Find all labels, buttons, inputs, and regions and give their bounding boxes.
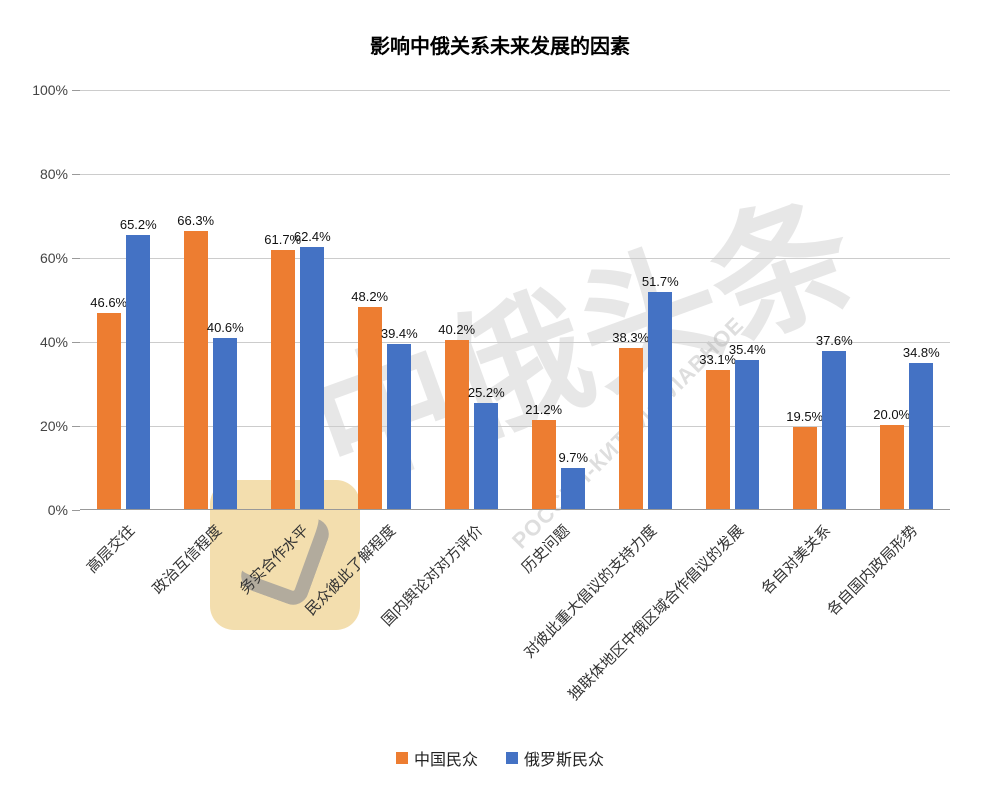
bar-group: 33.1%35.4%: [689, 90, 776, 509]
legend-label: 俄罗斯民众: [524, 746, 604, 770]
bar-group: 38.3%51.7%: [602, 90, 689, 509]
bar: 19.5%: [793, 427, 817, 509]
bar-group: 21.2%9.7%: [515, 90, 602, 509]
bar-value-label: 25.2%: [468, 385, 505, 403]
bar-value-label: 19.5%: [786, 409, 823, 427]
chart-title: 影响中俄关系未来发展的因素: [0, 30, 1000, 59]
bar-value-label: 35.4%: [729, 342, 766, 360]
bar-value-label: 51.7%: [642, 274, 679, 292]
bar: 34.8%: [909, 363, 933, 509]
legend-item: 中国民众: [396, 746, 478, 770]
bar-group: 48.2%39.4%: [341, 90, 428, 509]
bar-group: 20.0%34.8%: [863, 90, 950, 509]
legend-swatch: [506, 752, 518, 764]
x-category-label: 务实合作水平: [234, 520, 312, 598]
bar: 46.6%: [97, 313, 121, 509]
bar: 20.0%: [880, 425, 904, 509]
bar: 35.4%: [735, 360, 759, 509]
y-tick-label: 20%: [40, 418, 80, 434]
plot-area: 0%20%40%60%80%100%46.6%65.2%66.3%40.6%61…: [80, 90, 950, 510]
y-tick-label: 80%: [40, 166, 80, 182]
bar-group: 40.2%25.2%: [428, 90, 515, 509]
y-tick-label: 60%: [40, 250, 80, 266]
bar: 37.6%: [822, 351, 846, 509]
x-category-label: 政治互信程度: [147, 520, 225, 598]
bar: 21.2%: [532, 420, 556, 509]
bar-value-label: 20.0%: [873, 407, 910, 425]
bar: 66.3%: [184, 231, 208, 509]
bar-value-label: 40.2%: [438, 322, 475, 340]
chart-container: 中俄头条 РОССИЯ-КИТАЙ: ГЛАВНОЕ 影响中俄关系未来发展的因素…: [0, 0, 1000, 800]
bar: 48.2%: [358, 307, 382, 509]
bar-value-label: 38.3%: [612, 330, 649, 348]
legend-item: 俄罗斯民众: [506, 746, 604, 770]
legend: 中国民众 俄罗斯民众: [0, 746, 1000, 770]
bar: 65.2%: [126, 235, 150, 509]
bar: 40.6%: [213, 338, 237, 509]
bar: 33.1%: [706, 370, 730, 509]
bar-value-label: 21.2%: [525, 402, 562, 420]
bar-value-label: 66.3%: [177, 213, 214, 231]
bar: 51.7%: [648, 292, 672, 509]
x-category-label: 独联体地区中俄区域合作倡议的发展: [563, 520, 748, 705]
bar-group: 61.7%62.4%: [254, 90, 341, 509]
x-category-label: 各自国内政局形势: [822, 520, 922, 620]
bar: 25.2%: [474, 403, 498, 509]
bar-group: 46.6%65.2%: [80, 90, 167, 509]
bar: 9.7%: [561, 468, 585, 509]
bar: 40.2%: [445, 340, 469, 509]
bar-value-label: 37.6%: [816, 333, 853, 351]
bar-value-label: 9.7%: [558, 450, 588, 468]
bar-value-label: 48.2%: [351, 289, 388, 307]
legend-label: 中国民众: [414, 746, 478, 770]
y-tick-label: 40%: [40, 334, 80, 350]
x-category-label: 历史问题: [516, 520, 573, 577]
y-tick-label: 100%: [32, 82, 80, 98]
bar: 39.4%: [387, 344, 411, 509]
bar-value-label: 39.4%: [381, 326, 418, 344]
x-category-label: 民众彼此了解程度: [300, 520, 400, 620]
bar-value-label: 40.6%: [207, 320, 244, 338]
bar-value-label: 34.8%: [903, 345, 940, 363]
x-category-label: 各自对美关系: [756, 520, 834, 598]
bar-group: 19.5%37.6%: [776, 90, 863, 509]
bar-value-label: 65.2%: [120, 217, 157, 235]
bar: 38.3%: [619, 348, 643, 509]
bar: 62.4%: [300, 247, 324, 509]
x-axis-labels: 高层交往政治互信程度务实合作水平民众彼此了解程度国内舆论对对方评价历史问题对彼此…: [80, 520, 950, 720]
y-tick-label: 0%: [48, 502, 80, 518]
bar-group: 66.3%40.6%: [167, 90, 254, 509]
legend-swatch: [396, 752, 408, 764]
bar: 61.7%: [271, 250, 295, 509]
x-category-label: 高层交往: [81, 520, 138, 577]
bar-value-label: 62.4%: [294, 229, 331, 247]
bar-value-label: 46.6%: [90, 295, 127, 313]
